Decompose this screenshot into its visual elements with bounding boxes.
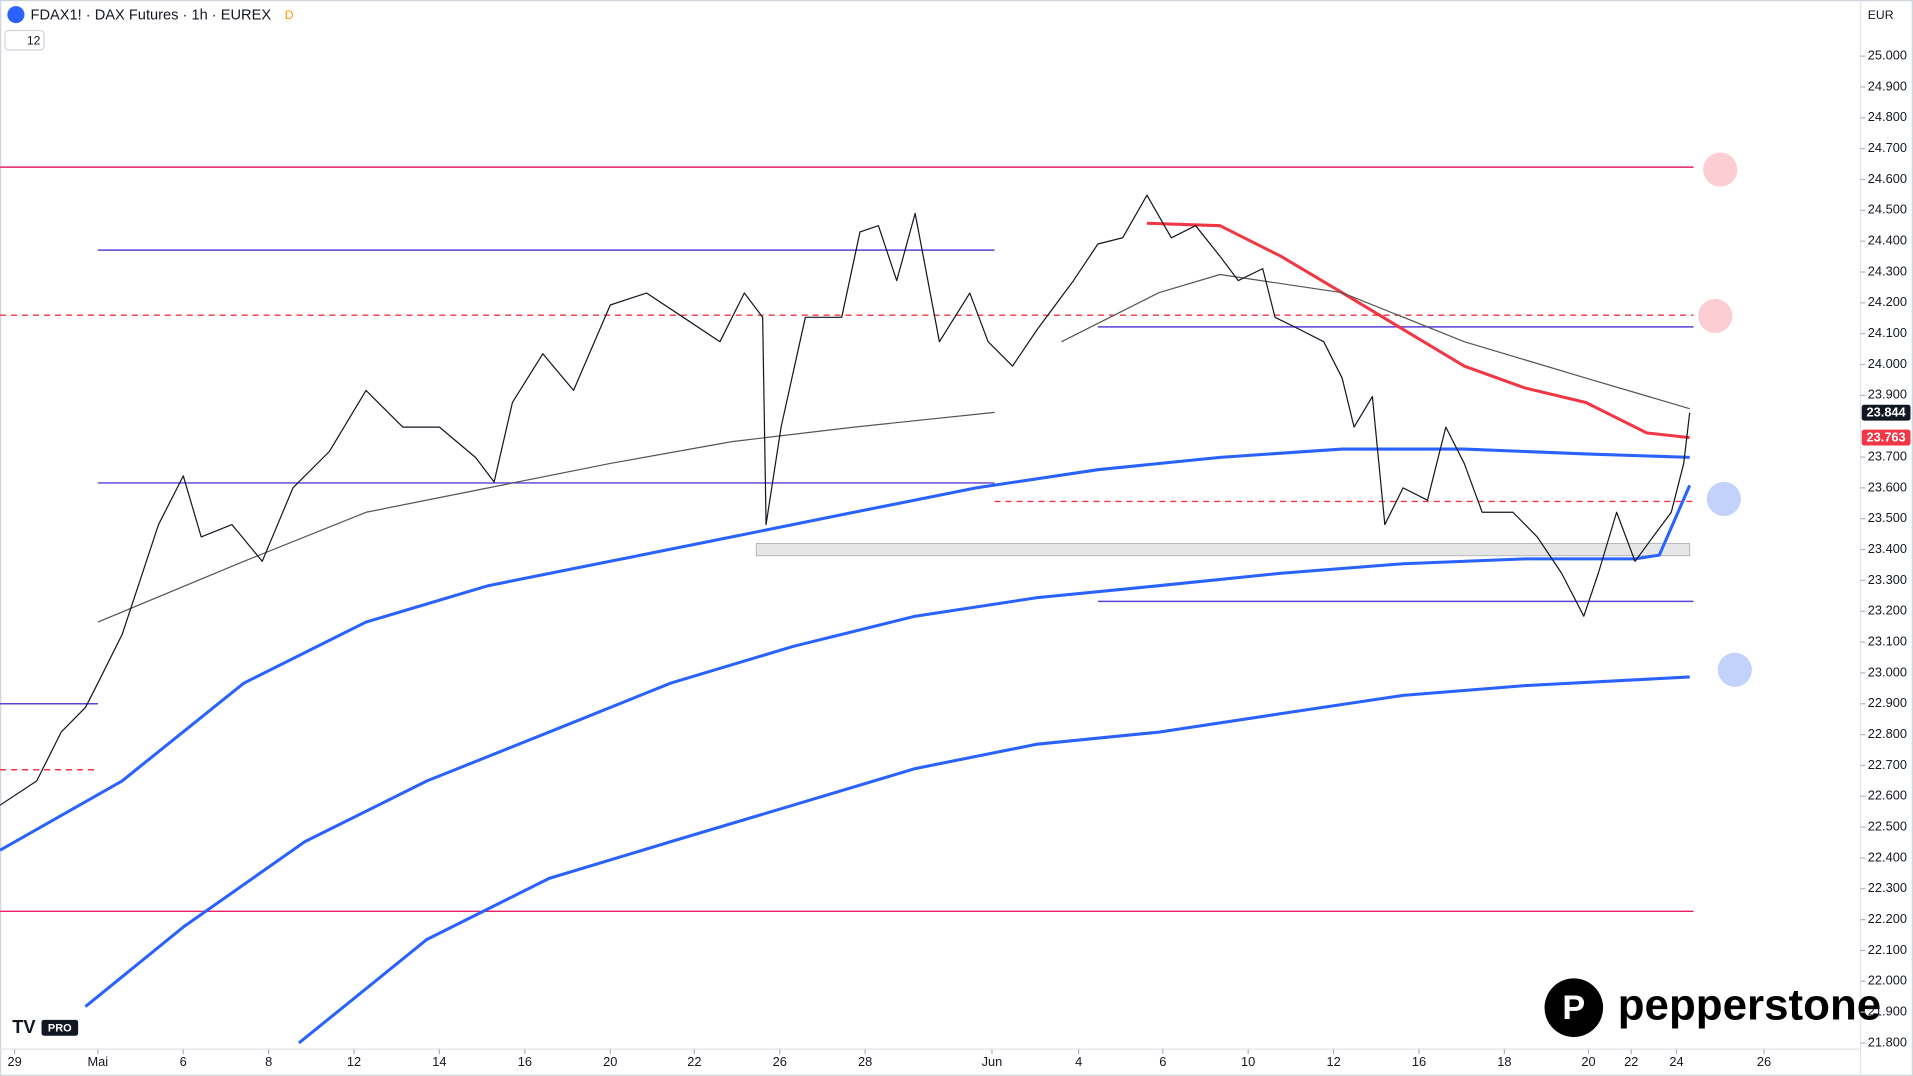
indicator-count[interactable]: 12 — [27, 34, 41, 48]
y-tick-label: 24.600 — [1868, 171, 1907, 186]
target-circle — [1698, 298, 1733, 334]
logo-text: pepperstone — [1618, 980, 1881, 1029]
series-line — [0, 447, 1690, 852]
y-tick-label: 23.300 — [1868, 572, 1907, 587]
y-tick-label: 23.200 — [1868, 603, 1907, 618]
y-tick-label: 25.000 — [1868, 48, 1907, 63]
y-tick-label: 21.900 — [1868, 1004, 1907, 1019]
x-tick-label: 22 — [1624, 1054, 1638, 1069]
x-tick-label: 22 — [687, 1054, 701, 1069]
y-tick-label: 22.800 — [1868, 726, 1907, 741]
x-tick-label: 26 — [1757, 1054, 1771, 1069]
y-tick-label: 23.400 — [1868, 541, 1907, 556]
y-tick-label: 22.400 — [1868, 849, 1907, 864]
x-tick-label: 26 — [773, 1054, 787, 1069]
price-label: 23.763 — [1867, 430, 1906, 445]
x-tick-label: 28 — [858, 1054, 872, 1069]
y-tick-label: 24.200 — [1868, 294, 1907, 309]
target-circle — [1706, 481, 1741, 517]
y-tick-label: 24.700 — [1868, 140, 1907, 155]
x-tick-label: Jun — [982, 1054, 1003, 1069]
target-circle — [1703, 152, 1738, 187]
y-tick-label: 24.900 — [1868, 78, 1907, 93]
symbol-icon[interactable] — [7, 6, 25, 24]
x-tick-label: 24 — [1669, 1054, 1683, 1069]
series-line — [84, 484, 1692, 1008]
pro-badge — [41, 1019, 79, 1036]
price-label: 23.844 — [1867, 405, 1907, 420]
y-tick-label: 22.300 — [1868, 880, 1907, 895]
x-tick-label: Mai — [88, 1054, 109, 1069]
x-tick-label: 14 — [432, 1054, 446, 1069]
x-tick-label: 20 — [1581, 1054, 1595, 1069]
currency[interactable]: EUR — [1868, 8, 1894, 22]
logo-mark — [1544, 978, 1604, 1037]
y-tick-label: 24.500 — [1868, 202, 1907, 217]
y-tick-label: 22.100 — [1868, 942, 1907, 957]
price-label-box — [1861, 404, 1911, 421]
plot-area — [0, 166, 1694, 1045]
y-tick-label: 24.100 — [1868, 325, 1907, 340]
y-tick-label: 24.400 — [1868, 233, 1907, 248]
y-tick-label: 22.200 — [1868, 911, 1907, 926]
x-tick-label: 6 — [1159, 1054, 1166, 1069]
y-tick-label: 23.100 — [1868, 633, 1907, 648]
y-tick-label: 21.800 — [1868, 1034, 1907, 1049]
y-tick-label: 22.900 — [1868, 695, 1907, 710]
x-tick-label: 18 — [1497, 1054, 1511, 1069]
x-tick-label: 16 — [518, 1054, 532, 1069]
indicator-toggle[interactable] — [4, 29, 45, 51]
x-tick-label: 29 — [7, 1054, 21, 1069]
price-label-box — [1861, 429, 1911, 446]
y-tick-label: 24.800 — [1868, 109, 1907, 124]
x-tick-label: 10 — [1241, 1054, 1255, 1069]
y-tick-label: 22.600 — [1868, 788, 1907, 803]
zone — [755, 542, 1691, 557]
badge: D — [285, 8, 294, 22]
y-tick-label: 22.000 — [1868, 973, 1907, 988]
y-tick-label: 23.900 — [1868, 387, 1907, 402]
y-tick-label: 23.500 — [1868, 510, 1907, 525]
series-line — [1146, 221, 1690, 440]
y-tick-label: 23.000 — [1868, 664, 1907, 679]
x-tick-label: 6 — [180, 1054, 187, 1069]
y-tick-label: 22.500 — [1868, 818, 1907, 833]
x-tick-label: 8 — [265, 1054, 272, 1069]
y-tick-label: 24.300 — [1868, 263, 1907, 278]
pro-text: PRO — [48, 1022, 72, 1034]
series-line — [297, 675, 1690, 1045]
y-tick-label: 23.600 — [1868, 479, 1907, 494]
target-circle — [1717, 652, 1752, 687]
logo-glyph: P — [1562, 989, 1585, 1027]
y-tick-label: 23.700 — [1868, 448, 1907, 463]
x-tick-label: 20 — [603, 1054, 617, 1069]
x-tick-label: 12 — [347, 1054, 361, 1069]
y-tick-label: 24.000 — [1868, 356, 1907, 371]
x-tick-label: 16 — [1412, 1054, 1426, 1069]
y-tick-label: 22.700 — [1868, 757, 1907, 772]
x-tick-label: 12 — [1326, 1054, 1340, 1069]
symbol-title[interactable]: FDAX1! · DAX Futures · 1h · EUREX — [31, 8, 272, 24]
tv-logo: TV — [12, 1016, 36, 1037]
series-line — [0, 194, 1691, 806]
x-tick-label: 4 — [1075, 1054, 1082, 1069]
series-line — [97, 273, 1690, 623]
